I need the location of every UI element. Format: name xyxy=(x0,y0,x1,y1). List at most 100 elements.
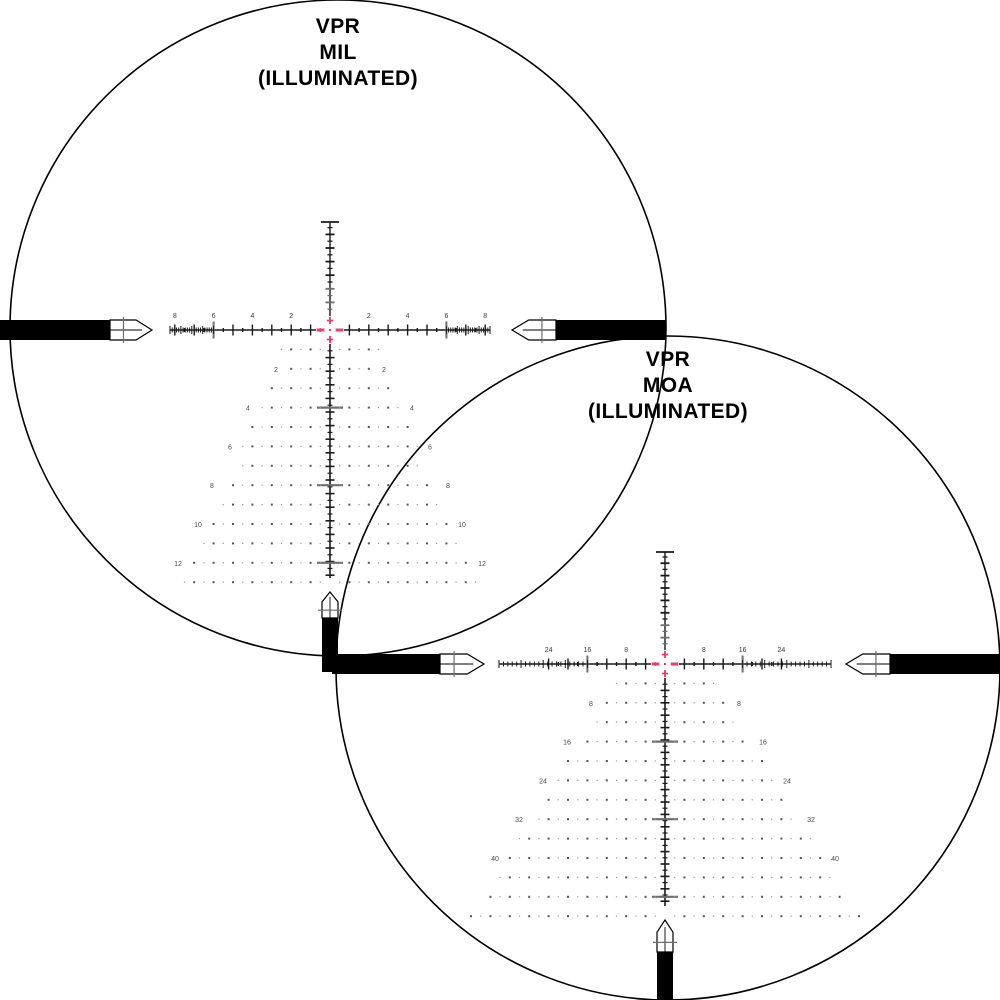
tree-dot xyxy=(367,387,370,390)
tree-dot xyxy=(416,581,418,583)
tree-dot xyxy=(367,406,370,409)
tree-dot xyxy=(242,581,244,583)
tree-dot xyxy=(654,682,656,684)
tree-dot xyxy=(586,740,589,743)
tree-dot xyxy=(280,465,283,467)
tree-dot xyxy=(270,484,273,487)
tree-dot xyxy=(406,503,409,506)
tree-dot xyxy=(674,682,676,684)
tree-dot xyxy=(547,915,550,918)
tree-dot xyxy=(625,798,628,801)
tree-dot xyxy=(586,779,589,782)
tree-dot xyxy=(387,484,390,487)
tree-dot xyxy=(377,426,380,428)
tree-dot xyxy=(261,484,263,486)
tree-dot xyxy=(261,445,263,447)
tree-dot xyxy=(761,857,763,859)
tree-dot xyxy=(693,896,695,898)
tree-dot xyxy=(644,740,647,743)
tree-dot xyxy=(387,426,390,428)
tree-dot xyxy=(232,561,234,564)
tree-dot xyxy=(790,838,792,840)
tree-dot xyxy=(674,896,676,898)
tree-dot xyxy=(635,876,637,878)
tree-dot xyxy=(261,504,263,506)
tree-dot xyxy=(741,818,744,821)
tree-dot xyxy=(339,523,341,525)
tree-dot xyxy=(358,562,360,564)
tree-dot xyxy=(577,915,579,917)
tree-dot xyxy=(683,818,686,821)
tree-dot xyxy=(799,857,802,859)
tree-dot xyxy=(547,895,550,898)
tree-dot xyxy=(242,484,244,486)
tree-dot xyxy=(367,348,370,351)
tree-dot xyxy=(644,837,647,840)
tree-dot xyxy=(586,760,589,762)
tree-dot xyxy=(605,895,608,898)
tree-dot xyxy=(358,465,360,467)
tree-dot xyxy=(339,484,341,486)
tree-dot xyxy=(644,798,647,801)
tree-dot xyxy=(751,876,753,878)
tree-dot xyxy=(702,779,705,782)
tree-dot xyxy=(261,465,263,467)
tree-dot xyxy=(799,837,802,840)
tree-dot xyxy=(377,465,380,467)
tree-dot xyxy=(406,581,409,584)
tree-dot xyxy=(596,838,598,840)
tree-dot xyxy=(309,503,312,506)
tree-dot xyxy=(445,581,448,584)
tree-dot xyxy=(732,818,734,820)
v-scale-top-mil xyxy=(321,221,339,316)
tree-dot xyxy=(577,818,579,820)
tree-dot xyxy=(702,857,705,859)
tree-dot xyxy=(809,896,812,898)
tree-dot xyxy=(280,387,283,389)
tree-dot xyxy=(625,721,628,724)
tree-dot xyxy=(397,562,399,564)
tree-dot xyxy=(518,838,521,840)
tree-dot xyxy=(290,484,293,487)
tree-dot xyxy=(674,838,676,840)
tree-dot xyxy=(232,484,234,487)
v-scale-bottom-mil xyxy=(325,344,335,578)
tree-dot xyxy=(232,542,234,545)
tree-dot xyxy=(751,915,753,917)
tree-dot xyxy=(761,818,763,821)
tree-dot xyxy=(270,542,273,545)
illuminated-center-moa xyxy=(651,651,679,677)
tree-dot xyxy=(309,426,312,428)
tree-dot xyxy=(722,701,725,704)
post-left-moa xyxy=(332,651,486,677)
post-bar xyxy=(657,952,673,1000)
tree-dot xyxy=(319,445,321,447)
tree-dot xyxy=(358,387,360,389)
tree-dot xyxy=(290,426,293,428)
tree-dot xyxy=(426,503,428,506)
tree-dot xyxy=(358,407,360,409)
tree-dot xyxy=(790,857,792,859)
tree-dot xyxy=(586,798,589,801)
tree-dot xyxy=(367,367,370,370)
h-scale-label: 6 xyxy=(212,313,216,320)
tree-row xyxy=(508,857,822,859)
tree-dot xyxy=(625,837,628,840)
tree-dot xyxy=(290,406,293,409)
tree-dot xyxy=(771,896,773,898)
h-scale-label: 2 xyxy=(367,313,371,320)
reticle-mil: 8 6 4 2 8 6 4 2 2 2 4 4 6 6 8 8 10 10 12 12 xyxy=(169,221,491,584)
tree-dot xyxy=(577,760,579,762)
tree-dot xyxy=(625,779,628,782)
tree-dot xyxy=(819,915,822,918)
tree-label-right: 16 xyxy=(759,740,767,747)
tree-dot xyxy=(761,837,763,840)
post-bottom-moa xyxy=(653,918,677,1000)
tree-dot xyxy=(702,798,705,801)
tree-dot xyxy=(406,542,409,545)
tree-dot xyxy=(358,348,360,350)
tree-label-left: 24 xyxy=(539,778,547,785)
tree-dot xyxy=(702,915,705,918)
tree-dot xyxy=(712,682,715,684)
tree-dot xyxy=(290,445,293,448)
